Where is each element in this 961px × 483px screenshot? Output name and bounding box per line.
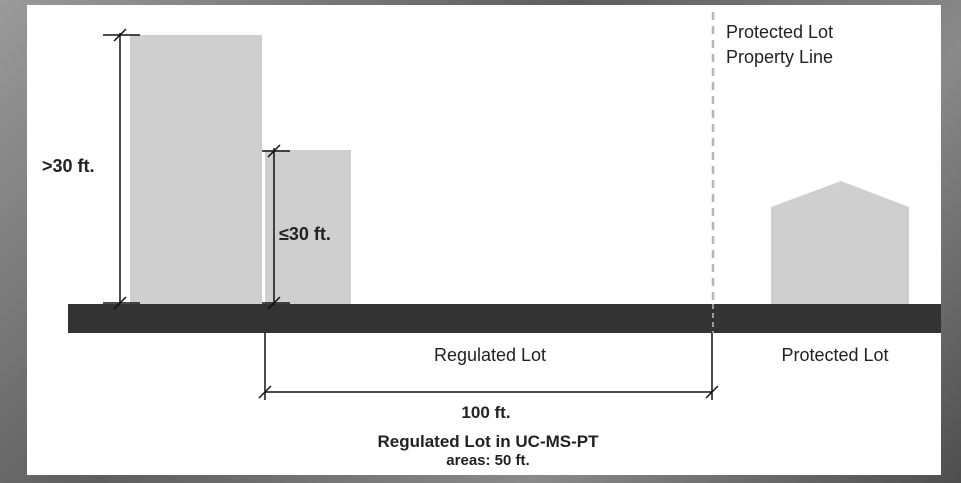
- distance-label: 100 ft.: [461, 403, 510, 422]
- short-building: [265, 150, 351, 305]
- short-dimension-line: [262, 144, 290, 310]
- property-line-label-2: Property Line: [726, 47, 833, 67]
- distance-dimension-line: [258, 333, 719, 400]
- tall-building: [130, 35, 262, 305]
- protected-lot-label: Protected Lot: [781, 345, 888, 365]
- regulated-lot-label: Regulated Lot: [434, 345, 546, 365]
- ground-line: [68, 304, 941, 333]
- property-line-label-1: Protected Lot: [726, 22, 833, 42]
- note-line-2: areas: 50 ft.: [446, 452, 529, 469]
- note-line-1: Regulated Lot in UC-MS-PT: [378, 432, 600, 451]
- short-height-label: ≤30 ft.: [279, 224, 331, 244]
- tall-dimension-line: [103, 28, 140, 310]
- protected-house: [771, 181, 909, 305]
- tall-height-label: >30 ft.: [42, 156, 95, 176]
